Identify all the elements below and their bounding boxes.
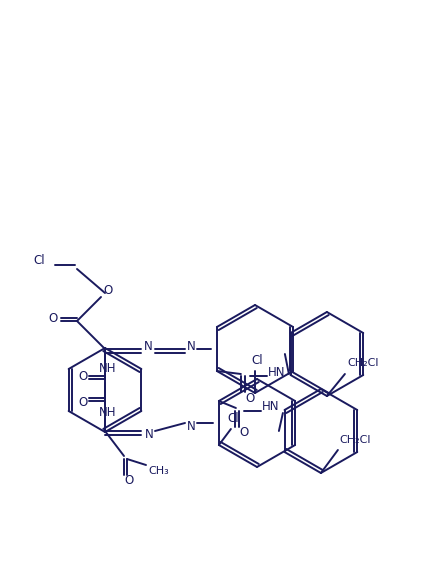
Text: O: O	[125, 475, 134, 488]
Text: O: O	[48, 312, 58, 325]
Text: HN: HN	[262, 401, 280, 414]
Text: N: N	[143, 341, 152, 354]
Text: N: N	[145, 428, 154, 441]
Text: O: O	[78, 397, 88, 410]
Text: O: O	[78, 371, 88, 384]
Text: Cl: Cl	[33, 254, 45, 267]
Text: N: N	[187, 341, 195, 354]
Text: CH₃: CH₃	[149, 466, 169, 476]
Text: NH: NH	[99, 362, 117, 375]
Text: HN: HN	[268, 366, 286, 379]
Text: NH: NH	[99, 406, 117, 419]
Text: O: O	[245, 392, 254, 405]
Text: CH₂Cl: CH₂Cl	[339, 435, 370, 445]
Text: O: O	[239, 427, 249, 440]
Text: Cl: Cl	[227, 412, 239, 425]
Text: N: N	[187, 420, 195, 433]
Text: O: O	[103, 285, 113, 298]
Text: CH₂Cl: CH₂Cl	[347, 358, 379, 368]
Text: Cl: Cl	[251, 354, 263, 367]
